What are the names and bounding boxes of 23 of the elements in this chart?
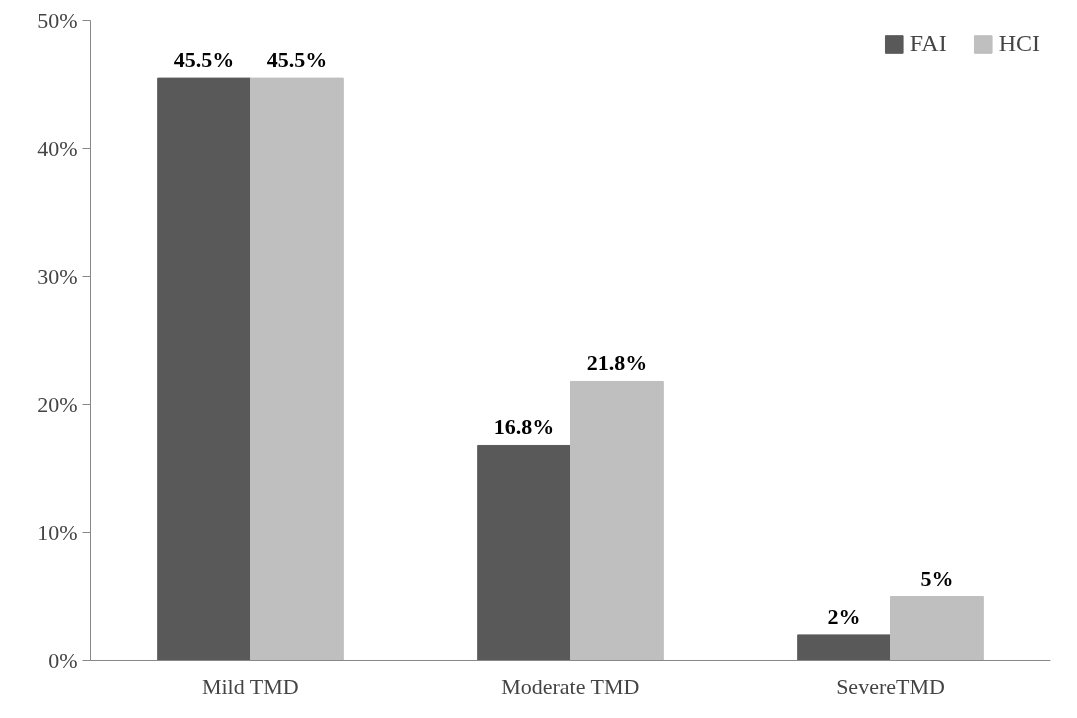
- bar: [570, 380, 664, 661]
- bar: [890, 596, 984, 661]
- y-tick-label: 10%: [37, 520, 78, 545]
- y-tick-label: 30%: [37, 264, 78, 289]
- bar: [797, 634, 891, 661]
- data-label: 45.5%: [266, 47, 328, 73]
- data-label: 2%: [827, 603, 861, 629]
- legend-label: HCI: [998, 30, 1040, 57]
- y-tick-label: 0%: [48, 648, 78, 673]
- bar: [157, 77, 251, 661]
- data-label: 5%: [920, 565, 954, 591]
- bar: [477, 444, 571, 661]
- y-tick-label: 50%: [37, 8, 78, 33]
- x-tick-label: SevereTMD: [836, 673, 945, 699]
- data-label: 16.8%: [493, 414, 555, 440]
- legend-label: FAI: [909, 30, 947, 57]
- x-tick-label: Moderate TMD: [501, 673, 640, 699]
- data-label: 45.5%: [173, 47, 235, 73]
- y-tick-label: 20%: [37, 392, 78, 417]
- y-tick-label: 40%: [37, 136, 78, 161]
- bar: [250, 77, 344, 661]
- data-label: 21.8%: [586, 350, 648, 376]
- x-tick-label: Mild TMD: [201, 673, 299, 699]
